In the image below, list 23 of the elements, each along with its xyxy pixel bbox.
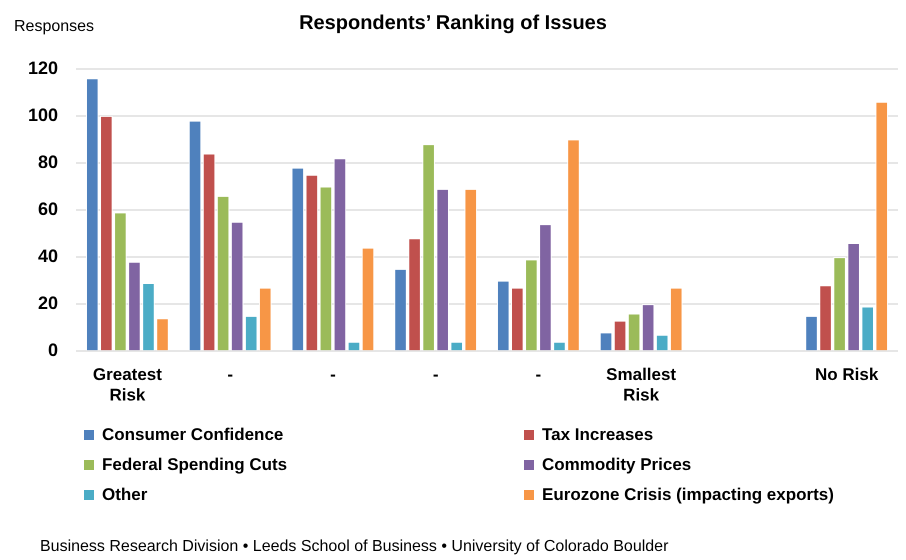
x-tick-label: Greatest Risk xyxy=(92,365,162,404)
y-tick-label: 0 xyxy=(48,340,58,360)
y-tick-label: 120 xyxy=(28,58,58,78)
legend-label: Other xyxy=(101,485,148,505)
legend-label: Federal Spending Cuts xyxy=(101,455,288,475)
legend-label: Commodity Prices xyxy=(541,455,692,475)
y-tick-label: 20 xyxy=(38,293,58,314)
y-tick-label: 40 xyxy=(38,246,58,266)
y-axis-title: Responses xyxy=(14,18,94,36)
y-tick-label: 100 xyxy=(28,104,58,125)
chart-title: Respondents’ Ranking of Issues xyxy=(299,12,607,34)
x-tick-label: - xyxy=(536,365,542,384)
x-tick-label: - xyxy=(227,365,233,384)
text: Business Research Division • Leeds School of Business • University of Colorado Boulder xyxy=(40,538,668,556)
x-tick-label: Smallest Risk xyxy=(606,365,676,404)
y-tick-label: 60 xyxy=(38,198,58,219)
x-tick-label: - xyxy=(330,365,336,384)
y-tick-label: 80 xyxy=(38,152,58,172)
legend-label: Consumer Confidence xyxy=(101,425,284,445)
x-tick-label: - xyxy=(432,365,438,384)
legend-label: Tax Increases xyxy=(541,425,654,445)
x-tick-label: No Risk xyxy=(814,365,879,384)
legend-label: Eurozone Crisis (impacting exports) xyxy=(541,485,835,505)
